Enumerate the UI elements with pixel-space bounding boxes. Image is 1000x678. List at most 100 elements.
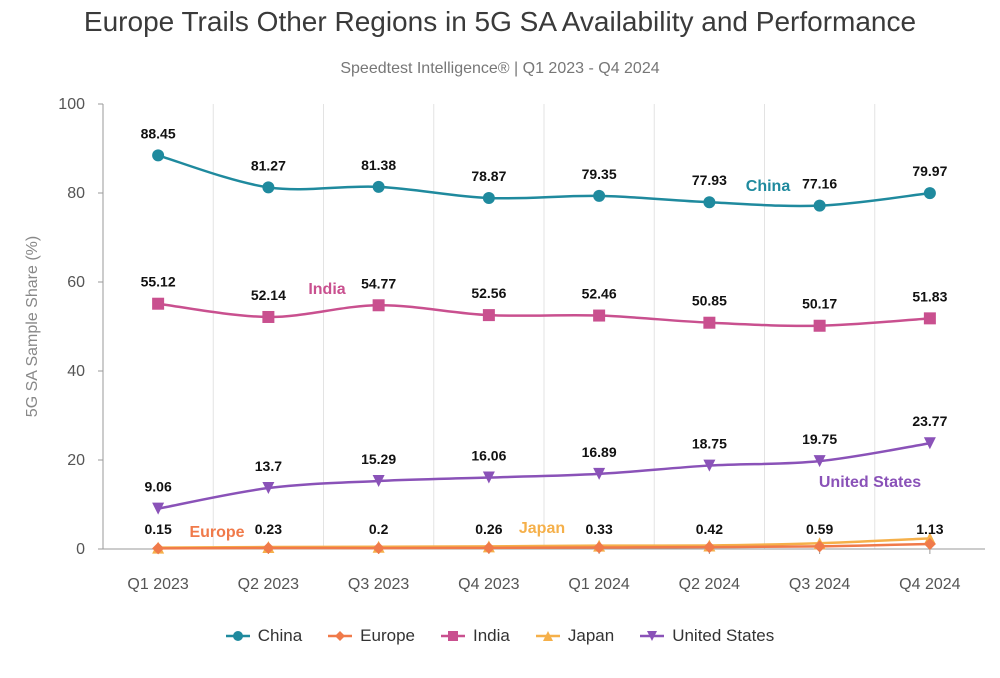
data-point-europe	[923, 537, 936, 550]
series-name-india: India	[308, 281, 345, 298]
data-label-india: 54.77	[361, 275, 396, 291]
data-label-united-states: 16.89	[582, 444, 617, 460]
data-point-united-states	[703, 459, 716, 472]
data-label-china: 77.93	[692, 172, 727, 188]
legend-item-china[interactable]: China	[225, 626, 303, 646]
y-tick-label: 80	[67, 185, 85, 202]
data-point-united-states	[262, 482, 275, 495]
data-label-china: 81.38	[361, 157, 396, 173]
x-tick-label: Q2 2023	[238, 576, 299, 593]
legend-label-china: China	[257, 626, 303, 645]
data-label-united-states: 19.75	[802, 431, 837, 447]
y-axis-title: 5G SA Sample Share (%)	[24, 236, 41, 417]
data-label-china: 77.16	[802, 176, 837, 192]
data-point-europe	[593, 541, 606, 554]
x-tick-label: Q1 2024	[568, 576, 629, 593]
data-point-china	[262, 181, 275, 194]
data-point-united-states	[152, 502, 165, 515]
legend-label-united-states: United States	[672, 626, 775, 645]
data-point-india	[923, 312, 936, 325]
data-point-europe	[152, 542, 165, 555]
data-label-europe: 0.59	[806, 521, 833, 537]
data-point-china	[923, 187, 936, 200]
x-tick-label: Q3 2023	[348, 576, 409, 593]
chart-subtitle: Speedtest Intelligence® | Q1 2023 - Q4 2…	[340, 60, 660, 77]
data-point-india	[262, 310, 275, 323]
x-tick-label: Q1 2023	[127, 576, 188, 593]
legend-swatch-united-states	[640, 631, 665, 641]
series-line-india	[157, 302, 930, 328]
series-name-europe: Europe	[189, 524, 244, 541]
data-label-india: 52.14	[251, 287, 286, 303]
series-line-united-states	[157, 441, 931, 510]
data-label-europe: 0.42	[696, 521, 723, 537]
data-label-europe: 0.23	[255, 521, 282, 537]
data-point-china	[152, 149, 165, 162]
legend-label-japan: Japan	[567, 626, 615, 645]
data-point-united-states	[372, 474, 385, 487]
legend-item-japan[interactable]: Japan	[535, 626, 615, 646]
data-label-europe: 1.13	[916, 521, 943, 537]
data-label-india: 52.46	[582, 286, 617, 302]
data-point-europe	[482, 541, 495, 554]
y-tick-label: 0	[76, 541, 85, 558]
data-point-united-states	[923, 437, 936, 450]
legend-swatch-japan	[535, 631, 560, 641]
y-tick-label: 20	[67, 452, 85, 469]
legend-swatch-india	[440, 631, 465, 641]
data-point-europe	[703, 541, 716, 554]
data-label-europe: 0.15	[145, 521, 172, 537]
series-name-china: China	[746, 178, 791, 195]
data-point-china	[703, 196, 716, 209]
data-point-india	[813, 319, 826, 332]
data-point-china	[482, 192, 495, 205]
data-label-united-states: 13.7	[255, 458, 282, 474]
data-point-china	[813, 199, 826, 212]
legend-swatch-europe	[328, 631, 353, 641]
data-point-china	[593, 189, 606, 202]
legend-item-india[interactable]: India	[440, 626, 510, 646]
data-label-united-states: 23.77	[912, 413, 947, 429]
x-tick-label: Q2 2024	[679, 576, 740, 593]
data-point-united-states	[813, 455, 826, 468]
data-point-india	[593, 309, 606, 322]
series-line-china	[157, 154, 931, 208]
data-point-india	[372, 299, 385, 312]
data-label-china: 79.97	[912, 163, 947, 179]
data-label-europe: 0.2	[369, 521, 389, 537]
data-point-india	[703, 316, 716, 329]
x-tick-label: Q4 2023	[458, 576, 519, 593]
chart-title: Europe Trails Other Regions in 5G SA Ava…	[83, 6, 917, 37]
data-label-india: 52.56	[471, 285, 506, 301]
data-label-united-states: 16.06	[471, 448, 506, 464]
data-point-europe	[262, 541, 275, 554]
legend-swatch-china	[225, 631, 250, 641]
legend-item-united-states[interactable]: United States	[640, 626, 774, 646]
legend-label-india: India	[472, 626, 510, 645]
legend-label-europe: Europe	[360, 626, 415, 645]
data-point-europe	[372, 542, 385, 555]
y-tick-label: 100	[58, 96, 85, 113]
series-name-japan: Japan	[519, 520, 565, 537]
data-point-china	[372, 180, 385, 193]
data-point-india	[482, 309, 495, 322]
data-label-china: 81.27	[251, 157, 286, 173]
y-tick-label: 40	[67, 363, 85, 380]
y-tick-label: 60	[67, 274, 85, 291]
data-point-united-states	[593, 467, 606, 480]
x-tick-label: Q4 2024	[899, 576, 960, 593]
data-label-china: 79.35	[582, 166, 617, 182]
data-label-india: 50.85	[692, 293, 727, 309]
data-label-china: 88.45	[141, 125, 176, 141]
data-label-india: 50.17	[802, 296, 837, 312]
chart-legend: China Europe India Japan United States	[0, 626, 1000, 646]
series-name-united-states: United States	[819, 474, 921, 491]
x-tick-label: Q3 2024	[789, 576, 850, 593]
line-chart: 0 20 40 60 80 100 Q1 2023 Q2 2023 Q3 2023 Q4 2023…	[24, 96, 985, 593]
data-label-europe: 0.33	[586, 521, 613, 537]
data-label-united-states: 18.75	[692, 436, 727, 452]
legend-item-europe[interactable]: Europe	[328, 626, 415, 646]
data-point-india	[152, 297, 165, 310]
data-label-china: 78.87	[471, 168, 506, 184]
data-point-europe	[813, 540, 826, 553]
